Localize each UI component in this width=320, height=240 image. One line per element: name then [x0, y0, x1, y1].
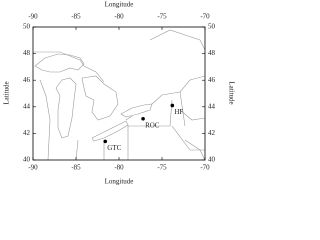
site-label: HF	[174, 108, 183, 116]
x-axis-title: Longitude	[105, 178, 134, 186]
y-tick-label: 48	[23, 49, 31, 57]
y-tick-label: 40	[23, 156, 31, 164]
y-axis-title: Latitude	[3, 81, 11, 104]
x-tick-label: -80	[114, 164, 124, 172]
top-tick-label: -80	[114, 13, 124, 21]
lake-superior	[34, 53, 85, 73]
border	[75, 91, 205, 161]
y-tick-label: 44	[23, 102, 31, 110]
site-label: ROC	[145, 121, 160, 129]
y-tick-label: 42	[23, 129, 31, 137]
x-tick-label: -70	[200, 164, 210, 172]
right-tick-label: 42	[208, 129, 216, 137]
top-tick-label: -85	[71, 13, 81, 21]
site-label: GTC	[107, 144, 121, 152]
x-tick-label: -85	[71, 164, 81, 172]
top-tick-label: -90	[28, 13, 38, 21]
lake-ontario	[120, 103, 153, 118]
site-point	[170, 103, 175, 108]
right-tick-label: 44	[208, 102, 216, 110]
y-tick-label: 46	[23, 76, 31, 84]
x-tick-label: -75	[157, 164, 167, 172]
site-point	[103, 139, 108, 144]
lake-erie	[91, 120, 129, 142]
right-axis-title: Latitude	[227, 81, 235, 104]
right-tick-label: 46	[208, 76, 216, 84]
x-tick-label: -90	[28, 164, 38, 172]
coast	[39, 29, 206, 161]
y-tick-label: 50	[23, 23, 31, 31]
right-tick-label: 40	[208, 156, 216, 164]
top-tick-label: -75	[157, 13, 167, 21]
map-outline	[33, 29, 206, 161]
top-tick-label: -70	[200, 13, 210, 21]
right-tick-label: 50	[208, 23, 216, 31]
lake-michigan	[55, 77, 77, 139]
chart: Longitude Longitude Latitude Latitude -9…	[3, 1, 236, 186]
page: Longitude Longitude Latitude Latitude -9…	[2, 0, 236, 186]
site-point	[141, 116, 145, 121]
lake-huron	[81, 75, 119, 121]
top-axis-title: Longitude	[105, 1, 134, 9]
right-tick-label: 48	[208, 49, 216, 57]
